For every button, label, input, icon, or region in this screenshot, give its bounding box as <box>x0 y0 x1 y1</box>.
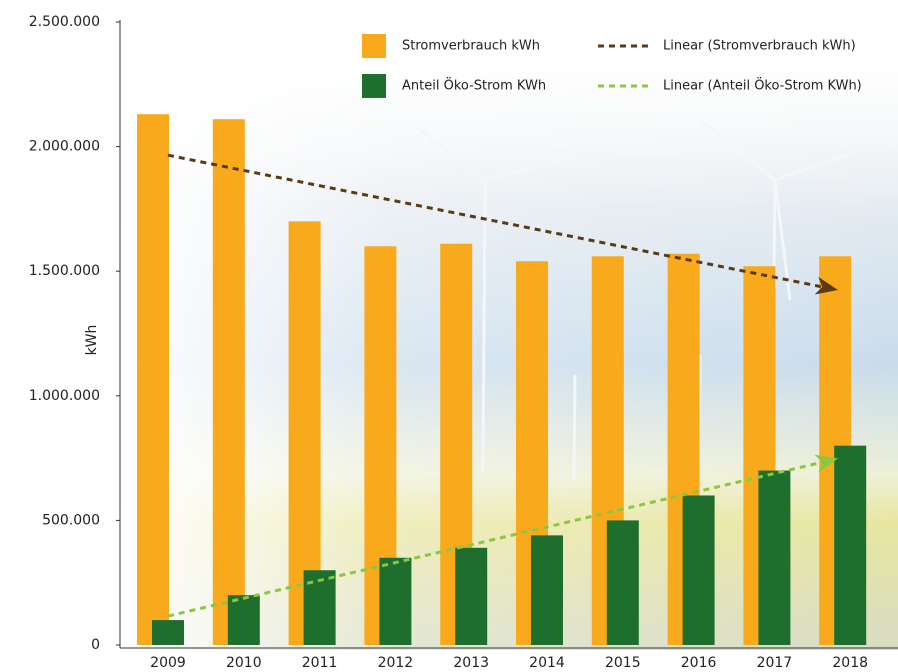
legend-label: Anteil Öko-Strom KWh <box>402 77 546 94</box>
bar <box>212 119 245 646</box>
x-tick-label: 2017 <box>757 655 793 671</box>
bar <box>682 495 715 645</box>
bar <box>379 557 412 645</box>
bar <box>758 470 791 645</box>
bar <box>455 547 488 645</box>
x-tick-label: 2013 <box>453 655 489 671</box>
legend-label: Linear (Stromverbrauch kWh) <box>663 39 856 54</box>
x-tick-label: 2012 <box>378 655 414 671</box>
bar <box>227 595 260 645</box>
trend-arrow <box>814 276 839 295</box>
legend-label: Stromverbrauch kWh <box>402 39 540 54</box>
bar <box>531 535 563 645</box>
x-tick-label: 2015 <box>605 655 641 671</box>
y-tick-label: 1.000.000 <box>29 388 100 404</box>
x-tick-label: 2010 <box>226 655 262 671</box>
x-tick-label: 2014 <box>529 655 565 671</box>
x-tick-label: 2018 <box>832 655 868 671</box>
trend-line <box>167 458 831 618</box>
y-tick-label: 1.500.000 <box>29 263 100 279</box>
bar <box>152 620 184 645</box>
x-tick-label: 2016 <box>681 655 717 671</box>
x-tick-label: 2011 <box>302 655 338 671</box>
legend-swatch <box>362 74 386 98</box>
y-tick-label: 500.000 <box>42 512 100 528</box>
bar <box>606 520 639 645</box>
legend-swatch <box>362 34 386 58</box>
trend-arrow <box>814 454 838 473</box>
bar <box>834 445 867 645</box>
y-tick-label: 0 <box>91 637 100 653</box>
y-tick-label: 2.500.000 <box>29 14 100 30</box>
x-tick-label: 2009 <box>150 655 186 671</box>
bar <box>137 114 169 646</box>
legend-label: Linear (Anteil Öko-Strom KWh) <box>663 77 862 94</box>
y-tick-label: 2.000.000 <box>29 139 100 155</box>
trend-line <box>167 153 831 290</box>
y-axis-label: kWh <box>84 325 100 356</box>
